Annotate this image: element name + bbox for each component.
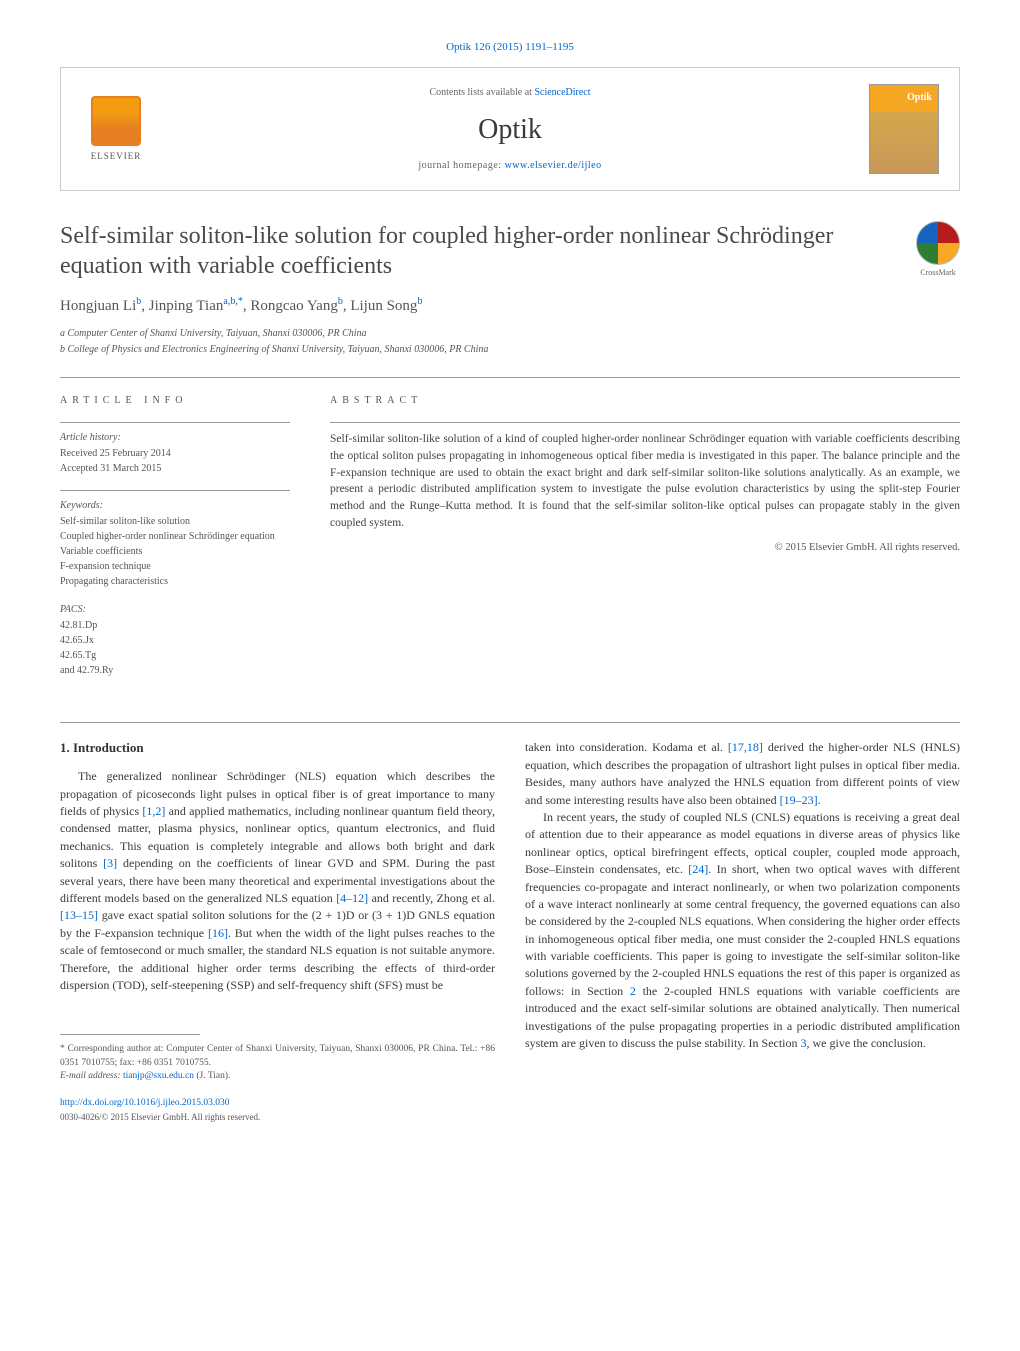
affiliations: a Computer Center of Shanxi University, … [60, 327, 960, 357]
elsevier-tree-icon [91, 96, 141, 146]
abstract-label: ABSTRACT [330, 394, 960, 408]
homepage-line: journal homepage: www.elsevier.de/ijleo [151, 159, 869, 173]
body-column-left: 1. Introduction The generalized nonlinea… [60, 739, 495, 1124]
keyword: Propagating characteristics [60, 575, 290, 589]
pacs-code: 42.65.Jx [60, 634, 290, 648]
email-label: E-mail address: [60, 1071, 123, 1081]
affiliation-a: a Computer Center of Shanxi University, … [60, 327, 960, 341]
divider [60, 422, 290, 423]
divider [60, 377, 960, 378]
article-info-label: ARTICLE INFO [60, 394, 290, 408]
doi-link[interactable]: http://dx.doi.org/10.1016/j.ijleo.2015.0… [60, 1098, 230, 1108]
abstract-copyright: © 2015 Elsevier GmbH. All rights reserve… [330, 541, 960, 556]
footnote-divider [60, 1034, 200, 1035]
pacs-block: PACS: 42.81.Dp 42.65.Jx 42.65.Tg and 42.… [60, 603, 290, 678]
authors-line: Hongjuan Lib, Jinping Tiana,b,*, Rongcao… [60, 295, 960, 317]
introduction-heading: 1. Introduction [60, 739, 495, 758]
contents-prefix: Contents lists available at [429, 87, 534, 98]
abstract-text: Self-similar soliton-like solution of a … [330, 431, 960, 531]
corresponding-author-footnote: * Corresponding author at: Computer Cent… [60, 1043, 495, 1070]
email-suffix: (J. Tian). [194, 1071, 230, 1081]
history-title: Article history: [60, 431, 290, 445]
keywords-title: Keywords: [60, 499, 290, 513]
pacs-title: PACS: [60, 603, 290, 617]
article-history: Article history: Received 25 February 20… [60, 431, 290, 476]
body-column-right: taken into consideration. Kodama et al. … [525, 739, 960, 1124]
journal-cover-thumbnail [869, 84, 939, 174]
keyword: Coupled higher-order nonlinear Schröding… [60, 530, 290, 544]
homepage-link[interactable]: www.elsevier.de/ijleo [505, 160, 602, 171]
body-paragraph: taken into consideration. Kodama et al. … [525, 739, 960, 809]
issn-copyright: 0030-4026/© 2015 Elsevier GmbH. All righ… [60, 1111, 495, 1124]
keyword: F-expansion technique [60, 560, 290, 574]
sciencedirect-link[interactable]: ScienceDirect [534, 87, 590, 98]
homepage-prefix: journal homepage: [418, 160, 504, 171]
email-link[interactable]: tianjp@sxu.edu.cn [123, 1071, 194, 1081]
body-paragraph: The generalized nonlinear Schrödinger (N… [60, 768, 495, 994]
elsevier-label: ELSEVIER [91, 150, 142, 163]
journal-header-box: ELSEVIER Contents lists available at Sci… [60, 67, 960, 191]
divider [60, 722, 960, 723]
pacs-code: 42.81.Dp [60, 619, 290, 633]
divider [60, 490, 290, 491]
history-received: Received 25 February 2014 [60, 447, 290, 461]
history-accepted: Accepted 31 March 2015 [60, 462, 290, 476]
body-paragraph: In recent years, the study of coupled NL… [525, 809, 960, 1052]
keywords-block: Keywords: Self-similar soliton-like solu… [60, 499, 290, 589]
journal-name: Optik [151, 110, 869, 149]
crossmark-icon[interactable] [916, 221, 960, 265]
citation-header: Optik 126 (2015) 1191–1195 [60, 40, 960, 55]
pacs-code: and 42.79.Ry [60, 664, 290, 678]
elsevier-logo: ELSEVIER [81, 89, 151, 169]
pacs-code: 42.65.Tg [60, 649, 290, 663]
article-title: Self-similar soliton-like solution for c… [60, 221, 896, 281]
affiliation-b: b College of Physics and Electronics Eng… [60, 343, 960, 357]
contents-line: Contents lists available at ScienceDirec… [151, 86, 869, 100]
doi-line: http://dx.doi.org/10.1016/j.ijleo.2015.0… [60, 1097, 495, 1111]
keyword: Variable coefficients [60, 545, 290, 559]
email-footnote: E-mail address: tianjp@sxu.edu.cn (J. Ti… [60, 1070, 495, 1083]
keyword: Self-similar soliton-like solution [60, 515, 290, 529]
divider [330, 422, 960, 423]
